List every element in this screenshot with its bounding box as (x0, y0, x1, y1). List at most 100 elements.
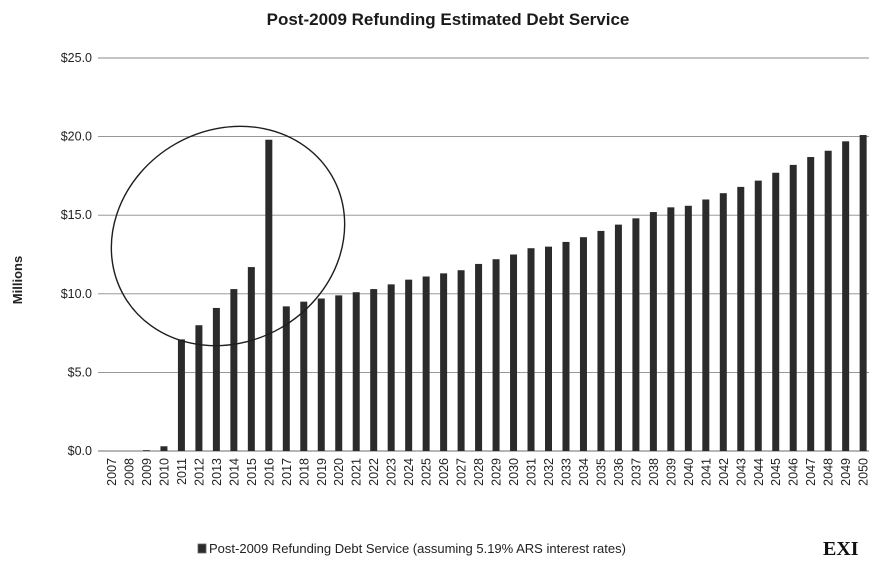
x-tick-label: 2007 (105, 458, 119, 486)
bar-2047 (807, 157, 815, 451)
x-tick-label: 2050 (857, 458, 869, 486)
bar-2041 (702, 199, 710, 451)
bar-2022 (370, 289, 378, 451)
x-tick-label: 2049 (839, 458, 853, 486)
x-tick-label: 2046 (787, 458, 801, 486)
x-tick-label: 2021 (350, 458, 364, 486)
bar-2037 (632, 218, 640, 451)
x-tick-label: 2009 (140, 458, 154, 486)
x-tick-label: 2044 (752, 458, 766, 486)
bar-2039 (667, 207, 675, 451)
x-tick-label: 2020 (332, 458, 346, 486)
x-tick-label: 2029 (490, 458, 504, 486)
x-tick-label: 2010 (157, 458, 171, 486)
y-tick-label: $25.0 (61, 51, 92, 65)
bar-2045 (772, 172, 780, 452)
bar-2024 (405, 279, 413, 451)
x-tick-label: 2015 (245, 458, 259, 486)
x-tick-label: 2039 (664, 458, 678, 486)
x-tick-label: 2032 (542, 458, 556, 486)
bar-2020 (335, 295, 343, 451)
bar-2031 (527, 248, 535, 451)
y-tick-label: $10.0 (61, 287, 92, 301)
x-tick-label: 2019 (315, 458, 329, 486)
x-tick-label: 2025 (420, 458, 434, 486)
stamp-text: EXI (823, 538, 859, 560)
bar-2011 (177, 339, 185, 451)
bar-2033 (562, 241, 570, 451)
bar-2048 (824, 150, 832, 452)
x-tick-label: 2036 (612, 458, 626, 486)
bars (142, 135, 867, 452)
y-axis-title: Millions (10, 256, 25, 304)
x-tick-label: 2041 (699, 458, 713, 486)
legend-swatch (197, 543, 207, 554)
x-tick-label: 2038 (647, 458, 661, 486)
legend: Post-2009 Refunding Debt Service (assumi… (197, 541, 626, 556)
x-tick-label: 2018 (297, 458, 311, 486)
bar-2036 (614, 224, 622, 451)
bar-2043 (737, 186, 745, 452)
x-tick-label: 2048 (822, 458, 836, 486)
x-tick-label: 2026 (437, 458, 451, 486)
x-tick-label: 2037 (629, 458, 643, 486)
x-tick-label: 2023 (385, 458, 399, 486)
x-tick-label: 2030 (507, 458, 521, 486)
bar-2026 (440, 273, 448, 451)
bar-2009 (142, 450, 150, 452)
bar-2019 (317, 298, 325, 451)
bar-2027 (457, 270, 465, 451)
y-tick-label: $5.0 (68, 365, 92, 379)
bar-2044 (754, 180, 762, 451)
bar-2012 (195, 325, 203, 451)
bar-2021 (352, 292, 360, 451)
chart-title: Post-2009 Refunding Estimated Debt Servi… (267, 10, 630, 29)
x-tick-label: 2047 (804, 458, 818, 486)
bar-2018 (300, 301, 308, 451)
bar-2046 (789, 164, 797, 451)
x-axis-ticks: 2007 2008 2009 2010 2011 2012 2013 2014 2015 2016… (105, 458, 869, 486)
x-tick-label: 2013 (210, 458, 224, 486)
bar-2035 (597, 230, 605, 451)
x-tick-label: 2045 (769, 458, 783, 486)
y-tick-label: $15.0 (61, 208, 92, 222)
x-tick-label: 2043 (734, 458, 748, 486)
bar-2042 (719, 193, 727, 451)
bar-2017 (282, 306, 290, 451)
highlight-ellipse (110, 125, 346, 347)
x-tick-label: 2031 (525, 458, 539, 486)
bar-2050 (859, 135, 867, 451)
bar-2013 (212, 307, 220, 451)
bar-2038 (649, 212, 657, 451)
x-tick-label: 2011 (175, 458, 189, 485)
bar-2034 (579, 237, 587, 451)
x-tick-label: 2042 (717, 458, 731, 486)
bar-2025 (422, 276, 430, 451)
bar-2030 (510, 254, 518, 451)
bar-2028 (475, 263, 483, 451)
y-tick-label: $20.0 (61, 130, 92, 144)
bar-2040 (684, 205, 692, 451)
x-tick-label: 2014 (227, 458, 241, 486)
y-tick-label: $0.0 (68, 444, 92, 458)
x-tick-label: 2017 (280, 458, 294, 486)
x-tick-label: 2028 (472, 458, 486, 486)
x-tick-label: 2016 (262, 458, 276, 486)
bar-2015 (247, 267, 255, 451)
y-axis-ticks: $0.0 $5.0 $10.0 $15.0 $20.0 $25.0 (61, 51, 92, 458)
bar-2023 (387, 284, 395, 451)
bar-2014 (230, 289, 238, 451)
legend-label: Post-2009 Refunding Debt Service (assumi… (209, 541, 626, 556)
bar-2049 (842, 141, 850, 452)
x-tick-label: 2027 (455, 458, 469, 486)
bar-2010 (160, 446, 168, 451)
x-tick-label: 2033 (559, 458, 573, 486)
x-tick-label: 2040 (682, 458, 696, 486)
bar-2016 (265, 139, 273, 451)
x-tick-label: 2008 (122, 458, 136, 486)
x-tick-label: 2022 (367, 458, 381, 486)
bar-2032 (545, 246, 552, 451)
x-tick-label: 2035 (594, 458, 608, 486)
bar-2029 (492, 259, 500, 451)
